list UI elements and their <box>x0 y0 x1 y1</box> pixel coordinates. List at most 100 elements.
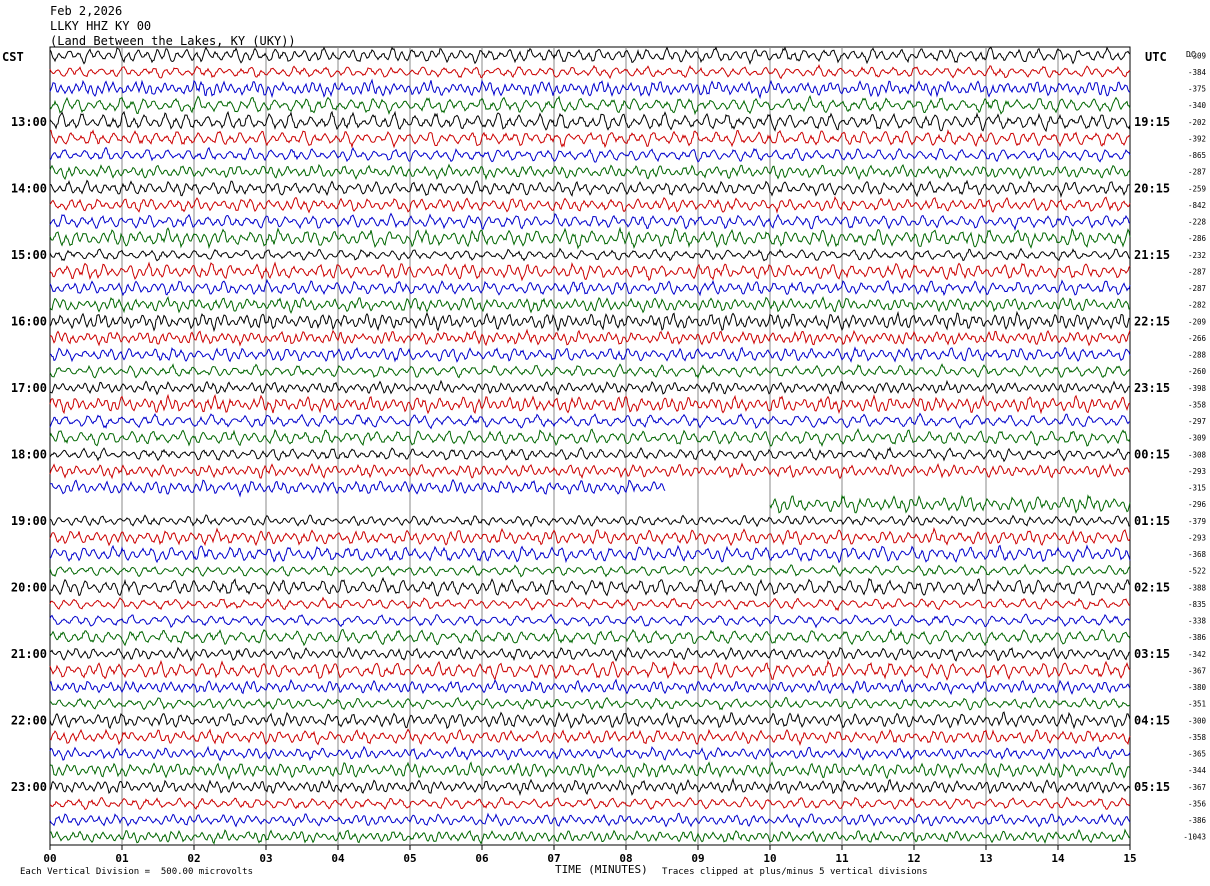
seismic-trace <box>49 711 1131 730</box>
right-hour-label: 23:15 <box>1134 381 1170 395</box>
dc-offset-label: -266 <box>1188 334 1207 343</box>
x-tick-label: 03 <box>259 852 272 865</box>
seismic-trace <box>50 179 1131 199</box>
x-tick-label: 04 <box>331 852 345 865</box>
dc-offset-label: -398 <box>1188 384 1207 393</box>
x-tick-label: 08 <box>619 852 632 865</box>
right-hour-label: 21:15 <box>1134 248 1170 262</box>
left-hour-label: 22:00 <box>11 713 47 727</box>
seismic-trace <box>49 728 1131 746</box>
dc-offset-label: -288 <box>1188 351 1207 360</box>
dc-offset-label: -356 <box>1188 799 1207 808</box>
seismic-trace <box>49 163 1131 181</box>
x-tick-label: 14 <box>1051 852 1065 865</box>
seismic-trace <box>49 828 1131 845</box>
seismic-trace <box>49 761 1131 781</box>
dc-offset-label: -375 <box>1188 85 1206 94</box>
dc-offset-label: -358 <box>1188 400 1207 409</box>
x-tick-label: 12 <box>907 852 920 865</box>
seismic-trace <box>49 777 1131 797</box>
right-hour-label: 22:15 <box>1134 314 1170 328</box>
x-tick-label: 06 <box>475 852 489 865</box>
dc-offset-label: -365 <box>1188 750 1206 759</box>
seismic-trace <box>49 64 1131 80</box>
right-hour-label: 00:15 <box>1134 447 1170 461</box>
dc-offset-label: -287 <box>1188 168 1206 177</box>
dc-offset-label: -232 <box>1188 251 1206 260</box>
x-tick-label: 00 <box>43 852 56 865</box>
left-hour-label: 13:00 <box>11 115 47 129</box>
seismic-trace <box>49 628 1131 647</box>
x-tick-label: 09 <box>691 852 704 865</box>
left-hour-label: 20:00 <box>11 580 47 594</box>
dc-offset-label: -300 <box>1188 716 1207 725</box>
dc-offset-label: -260 <box>1188 367 1207 376</box>
dc-offset-label: -865 <box>1188 151 1206 160</box>
right-timezone-label: UTC <box>1145 50 1167 64</box>
seismic-trace <box>49 696 1131 711</box>
right-hour-label: 03:15 <box>1134 647 1170 661</box>
right-hour-label: 20:15 <box>1134 181 1170 195</box>
right-hour-label: 02:15 <box>1134 580 1170 594</box>
dc-offset-label: -293 <box>1188 467 1206 476</box>
x-tick-label: 02 <box>187 852 200 865</box>
seismic-trace <box>50 478 666 498</box>
x-tick-label: 01 <box>115 852 129 865</box>
seismic-trace <box>49 247 1131 262</box>
seismic-trace <box>49 412 1131 430</box>
dc-offset-label: -842 <box>1188 201 1206 210</box>
x-tick-label: 05 <box>403 852 416 865</box>
left-hour-label: 18:00 <box>11 447 47 461</box>
x-tick-label: 11 <box>835 852 849 865</box>
left-hour-label: 19:00 <box>11 514 47 528</box>
seismic-trace <box>49 261 1131 282</box>
dc-offset-label: -384 <box>1188 68 1207 77</box>
right-hour-label: 19:15 <box>1134 115 1170 129</box>
dc-offset-label: -209 <box>1188 317 1206 326</box>
x-tick-label: 13 <box>979 852 992 865</box>
dc-offset-label: -367 <box>1188 666 1206 675</box>
left-hour-label: 16:00 <box>11 314 47 328</box>
right-hour-label: 05:15 <box>1134 780 1170 794</box>
dc-label: DC <box>1186 50 1196 59</box>
seismic-trace <box>49 745 1131 762</box>
seismic-trace <box>49 514 1131 528</box>
seismic-trace <box>49 527 1131 547</box>
seismic-trace <box>49 346 1131 363</box>
seismic-trace <box>49 812 1131 829</box>
dc-offset-label: -308 <box>1188 450 1207 459</box>
location-label: (Land Between the Lakes, KY (UKY)) <box>50 34 296 48</box>
x-axis-label: TIME (MINUTES) <box>555 863 648 876</box>
left-hour-label: 17:00 <box>11 381 47 395</box>
dc-offset-label: -338 <box>1188 617 1207 626</box>
seismic-trace <box>49 659 1131 682</box>
dc-offset-label: -367 <box>1188 783 1206 792</box>
seismic-trace <box>49 196 1131 214</box>
x-tick-label: 15 <box>1123 852 1136 865</box>
dc-offset-label: -309 <box>1188 51 1206 60</box>
seismic-trace <box>49 94 1131 116</box>
dc-offset-label: -358 <box>1188 733 1207 742</box>
dc-offset-label: -293 <box>1188 533 1206 542</box>
seismic-trace <box>49 129 1131 149</box>
right-hour-label: 01:15 <box>1134 514 1170 528</box>
seismic-trace <box>49 576 1131 597</box>
right-hour-label: 04:15 <box>1134 713 1170 727</box>
left-timezone-label: CST <box>2 50 24 64</box>
dc-offset-label: -386 <box>1188 816 1207 825</box>
seismic-trace <box>49 46 1131 65</box>
dc-offset-label: -309 <box>1188 434 1206 443</box>
dc-offset-label: -259 <box>1188 184 1206 193</box>
seismic-trace <box>49 796 1131 811</box>
dc-offset-label: -835 <box>1188 600 1206 609</box>
seismic-trace <box>49 379 1131 396</box>
left-hour-label: 15:00 <box>11 248 47 262</box>
dc-offset-label: -344 <box>1188 766 1207 775</box>
dc-offset-label: -287 <box>1188 284 1206 293</box>
dc-offset-label: -1043 <box>1183 833 1206 842</box>
seismic-trace <box>49 328 1131 347</box>
seismic-trace <box>49 428 1131 447</box>
x-tick-label: 07 <box>547 852 560 865</box>
dc-offset-label: -282 <box>1188 301 1206 310</box>
